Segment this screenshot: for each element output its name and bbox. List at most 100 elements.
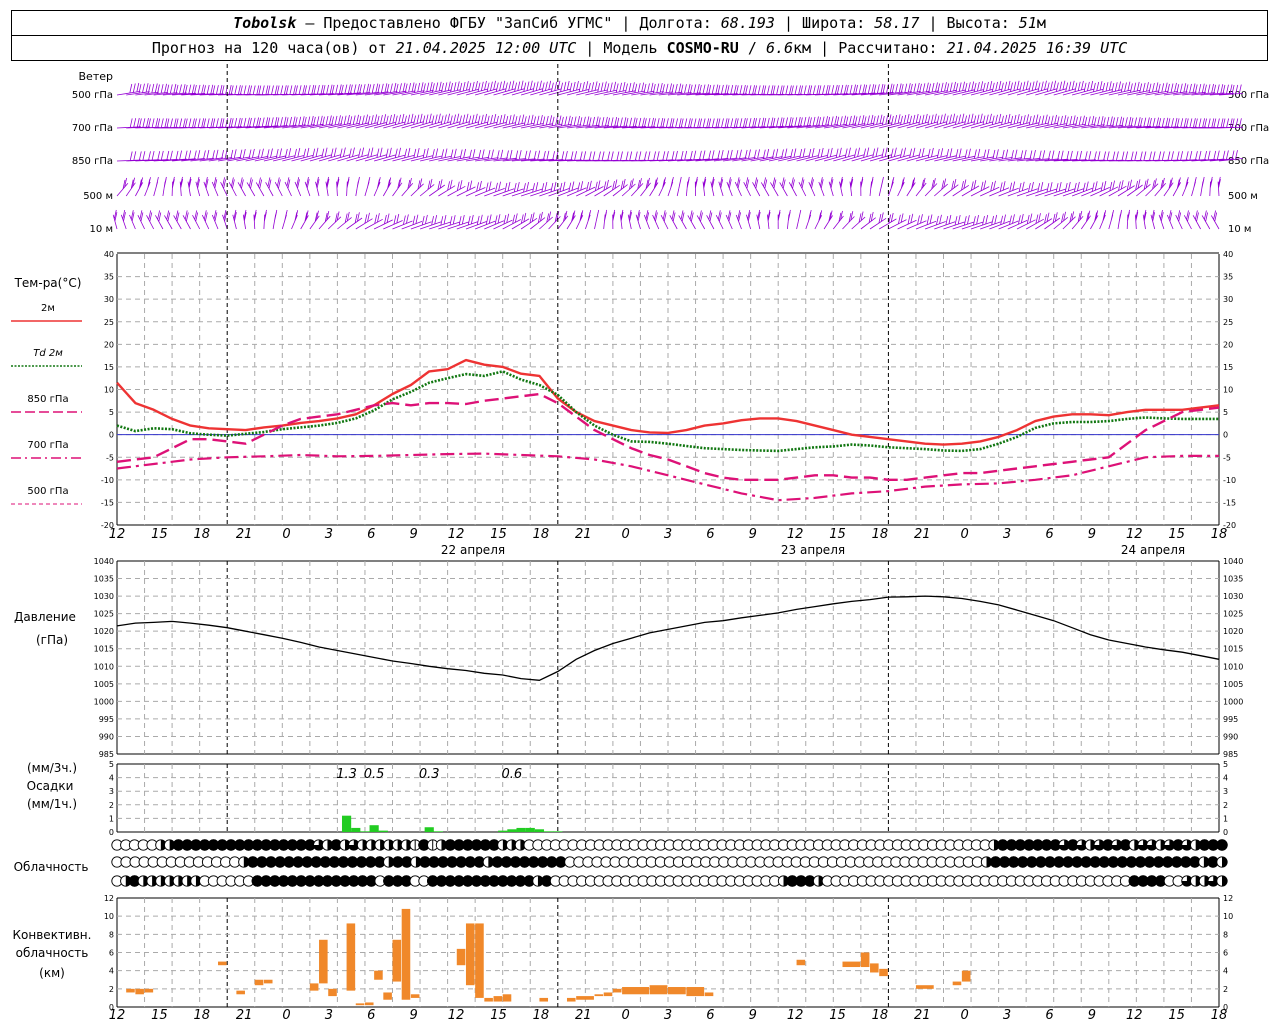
convective-bar: [502, 994, 512, 1002]
pres-tick-left: 1035: [94, 575, 114, 584]
hour-tick-label: 12: [448, 527, 465, 542]
forecast-start: 21.04.2025 12:00 UTC: [395, 39, 577, 57]
pres-tick-right: 990: [1223, 732, 1238, 741]
temp-tick-left: -5: [106, 453, 114, 462]
cloud-cover-mark: [348, 839, 359, 851]
hour-tick-label: 12: [1126, 527, 1143, 542]
prec-tick-right: 1: [1223, 814, 1228, 823]
temp-tick-right: -5: [1223, 453, 1231, 462]
temp-tick-right: -10: [1223, 476, 1236, 485]
hour-tick-label: 18: [1211, 1008, 1228, 1023]
temp-tick-left: 5: [109, 408, 114, 417]
wind-level-label: 850 гПа: [72, 156, 113, 167]
hour-tick-label: 15: [151, 527, 168, 542]
hour-tick-label: 21: [236, 527, 253, 542]
convective-bar: [493, 996, 503, 1002]
temp-tick-left: -15: [101, 498, 114, 507]
cloud-cover-mark: [1164, 839, 1175, 851]
temp-tick-right: 35: [1223, 273, 1233, 282]
temp-tick-left: 30: [104, 295, 114, 304]
hour-tick-label: 15: [1168, 1008, 1185, 1023]
temp-legend-label: Td 2м: [33, 348, 63, 359]
hour-tick-label: 0: [961, 1008, 969, 1023]
pres-tick-right: 1000: [1223, 697, 1243, 706]
pres-tick-left: 1015: [94, 645, 114, 654]
precip-unit-bottom: (мм/1ч.): [27, 797, 77, 811]
pres-tick-right: 1020: [1223, 627, 1243, 636]
hour-tick-label: 9: [749, 1008, 757, 1023]
wind-level-label: 500 м: [83, 191, 113, 202]
conv-tick-left: 0: [109, 1003, 114, 1012]
hour-tick-label: 0: [621, 527, 629, 542]
cloud-cover-mark: [1076, 839, 1087, 851]
convective-bar: [594, 994, 604, 997]
convective-bar: [126, 988, 135, 993]
hour-tick-label: 3: [664, 527, 672, 542]
convective-bar: [539, 997, 549, 1002]
calc-label: Рассчитано:: [838, 39, 938, 57]
conv-tick-left: 6: [109, 949, 114, 958]
conv-tick-left: 12: [104, 894, 114, 903]
hour-tick-label: 15: [1168, 527, 1185, 542]
provider-text: — Предоставлено ФГБУ "ЗапСиб УГМС": [305, 14, 613, 32]
hour-tick-label: 0: [282, 527, 290, 542]
convective-bar: [346, 923, 356, 991]
pressure-unit: (гПа): [36, 633, 68, 647]
pres-tick-left: 990: [99, 732, 114, 741]
hour-tick-label: 6: [706, 527, 714, 542]
convective-bar: [915, 985, 934, 989]
temp-legend-label: 850 гПа: [27, 394, 68, 405]
convective-bar: [484, 997, 493, 1002]
hour-tick-label: 12: [1126, 1008, 1143, 1023]
convective-bar: [612, 988, 622, 993]
prec-tick-left: 1: [109, 814, 114, 823]
temp-series-850-гПа: [116, 392, 1220, 481]
wind-level-label: 500 гПа: [1228, 90, 1269, 101]
prec-tick-left: 2: [109, 801, 114, 810]
pres-tick-right: 1025: [1223, 610, 1243, 619]
precip-unit-top: (мм/3ч.): [27, 761, 77, 775]
convective-bar: [401, 908, 411, 1000]
lon-value: 68.193: [720, 14, 775, 32]
convective-bar: [879, 968, 888, 977]
prec-tick-left: 0: [109, 828, 114, 837]
convective-bar: [236, 990, 245, 995]
pres-tick-left: 995: [99, 715, 114, 724]
temp-tick-right: 30: [1223, 295, 1233, 304]
hour-tick-label: 6: [367, 1008, 375, 1023]
cloud-cover-mark: [986, 856, 992, 868]
convective-bar: [566, 997, 576, 1002]
hour-tick-label: 12: [787, 527, 804, 542]
convective-bar: [870, 963, 879, 973]
prec-tick-right: 2: [1223, 801, 1228, 810]
pres-tick-left: 1000: [94, 697, 114, 706]
convective-bar: [383, 992, 392, 1000]
temp-tick-right: -15: [1223, 498, 1236, 507]
hour-tick-label: 12: [448, 1008, 465, 1023]
hour-tick-label: 3: [1003, 527, 1011, 542]
pres-tick-right: 1035: [1223, 575, 1243, 584]
hour-tick-label: 18: [193, 527, 210, 542]
temp-tick-right: -20: [1223, 521, 1236, 530]
pres-tick-right: 995: [1223, 715, 1238, 724]
lat-label: Широта:: [802, 14, 866, 32]
conv-tick-right: 4: [1223, 967, 1228, 976]
hour-tick-label: 3: [664, 1008, 672, 1023]
header-forecast-line: Прогноз на 120 часа(ов) от 21.04.2025 12…: [11, 35, 1268, 61]
cloud-cover-mark: [1094, 839, 1105, 851]
conv-tick-right: 2: [1223, 985, 1228, 994]
temp-tick-left: 35: [104, 273, 114, 282]
conv-title-2: облачность: [16, 946, 89, 960]
hour-tick-label: 0: [621, 1008, 629, 1023]
wind-level-label: 10 м: [90, 224, 113, 235]
hour-tick-label: 3: [325, 1008, 333, 1023]
hour-tick-label: 18: [533, 1008, 550, 1023]
cloud-cover-mark: [1137, 839, 1149, 851]
cloud-cover-mark: [243, 856, 250, 868]
convective-bar: [392, 939, 402, 982]
hour-tick-label: 15: [490, 527, 507, 542]
hour-tick-label: 9: [1088, 1008, 1096, 1023]
cloud-cover-mark: [1203, 856, 1210, 868]
convective-bar: [961, 970, 971, 982]
convective-bar: [410, 994, 420, 998]
